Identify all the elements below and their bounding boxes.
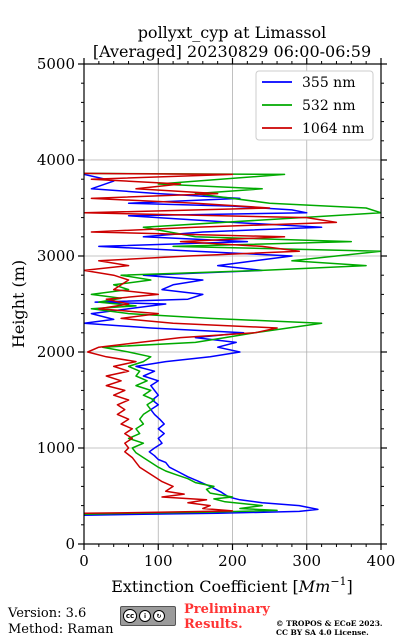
series-line-532-nm xyxy=(84,172,381,515)
legend-label: 1064 nm xyxy=(302,121,364,137)
copyright-notice: © TROPOS & ECoE 2023. CC BY SA 4.0 Licen… xyxy=(276,619,383,637)
x-tick-labels: 0 100 200 300 400 xyxy=(79,552,395,570)
cc-icon: cc xyxy=(123,609,137,623)
prelim-line1: Preliminary xyxy=(184,602,270,617)
series-line-355-nm xyxy=(84,173,323,516)
series-line-1064-nm xyxy=(84,172,338,515)
y-tick-label: 1000 xyxy=(37,439,75,457)
y-tick-label: 2000 xyxy=(37,343,75,361)
chart-title-line1: pollyxt_cyp at Limassol xyxy=(138,23,327,42)
y-tick-label: 0 xyxy=(65,535,75,553)
y-tick-label: 5000 xyxy=(37,55,75,73)
version-text: Version: 3.6 xyxy=(8,606,87,621)
legend-label: 355 nm xyxy=(302,75,355,91)
x-tick-label: 400 xyxy=(367,552,396,570)
cc-license-badge: cc i ↻ xyxy=(120,606,176,626)
x-tick-label: 200 xyxy=(218,552,247,570)
chart-title-line2: [Averaged] 20230829 06:00-06:59 xyxy=(93,42,371,61)
preliminary-results-notice: Preliminary Results. xyxy=(184,602,270,632)
x-tick-label: 300 xyxy=(292,552,321,570)
copyright-line1: © TROPOS & ECoE 2023. xyxy=(276,619,383,628)
method-text: Method: Raman xyxy=(8,622,114,637)
share-alike-icon: ↻ xyxy=(153,610,165,622)
y-axis-label: Height (m) xyxy=(9,260,28,348)
by-attribution-icon: i xyxy=(139,610,151,622)
prelim-line2: Results. xyxy=(184,617,243,632)
y-tick-label: 3000 xyxy=(37,247,75,265)
copyright-line2: CC BY SA 4.0 License. xyxy=(276,628,369,637)
x-tick-label: 0 xyxy=(79,552,89,570)
extinction-profile-chart: pollyxt_cyp at Limassol [Averaged] 20230… xyxy=(9,23,395,596)
footer-meta: Version: 3.6 Method: Raman xyxy=(8,606,114,638)
y-tick-labels: 0 1000 2000 3000 4000 5000 xyxy=(37,55,75,553)
legend-box xyxy=(255,70,374,141)
x-tick-label: 100 xyxy=(144,552,173,570)
legend-label: 532 nm xyxy=(302,98,355,114)
series-lines xyxy=(84,172,381,516)
y-tick-label: 4000 xyxy=(37,151,75,169)
axis-ticks xyxy=(78,58,387,550)
x-axis-label: Extinction Coefficient [Mm−1] xyxy=(111,575,353,596)
legend: 355 nm 532 nm 1064 nm xyxy=(255,70,374,141)
